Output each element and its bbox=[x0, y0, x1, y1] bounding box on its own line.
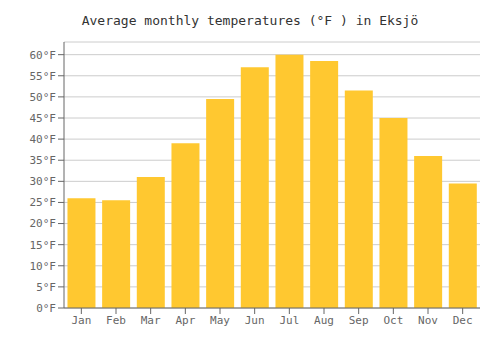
svg-text:55°F: 55°F bbox=[30, 70, 57, 83]
svg-text:Feb: Feb bbox=[106, 314, 126, 327]
svg-text:Jul: Jul bbox=[279, 314, 299, 327]
svg-text:Jan: Jan bbox=[71, 314, 91, 327]
svg-text:30°F: 30°F bbox=[30, 175, 57, 188]
svg-text:Oct: Oct bbox=[383, 314, 403, 327]
svg-text:5°F: 5°F bbox=[36, 281, 56, 294]
svg-text:Mar: Mar bbox=[141, 314, 161, 327]
svg-text:Nov: Nov bbox=[418, 314, 438, 327]
svg-text:20°F: 20°F bbox=[30, 217, 57, 230]
svg-text:Aug: Aug bbox=[314, 314, 334, 327]
svg-text:45°F: 45°F bbox=[30, 112, 57, 125]
svg-text:60°F: 60°F bbox=[30, 49, 57, 62]
svg-text:Dec: Dec bbox=[453, 314, 473, 327]
html-text:Average monthly temperatures (: Average monthly temperatures (°F ) in Ek… bbox=[81, 13, 419, 28]
svg-text:Sep: Sep bbox=[349, 314, 369, 327]
svg-text:Apr: Apr bbox=[175, 314, 195, 327]
svg-text:25°F: 25°F bbox=[30, 196, 57, 209]
svg-text:40°F: 40°F bbox=[30, 133, 57, 146]
svg-text:0°F: 0°F bbox=[36, 302, 56, 315]
svg-text:35°F: 35°F bbox=[30, 154, 57, 167]
svg-text:Jun: Jun bbox=[245, 314, 265, 327]
svg-text:10°F: 10°F bbox=[30, 260, 57, 273]
svg-text:50°F: 50°F bbox=[30, 91, 57, 104]
svg-text:15°F: 15°F bbox=[30, 239, 57, 252]
svg-text:May: May bbox=[210, 314, 230, 327]
